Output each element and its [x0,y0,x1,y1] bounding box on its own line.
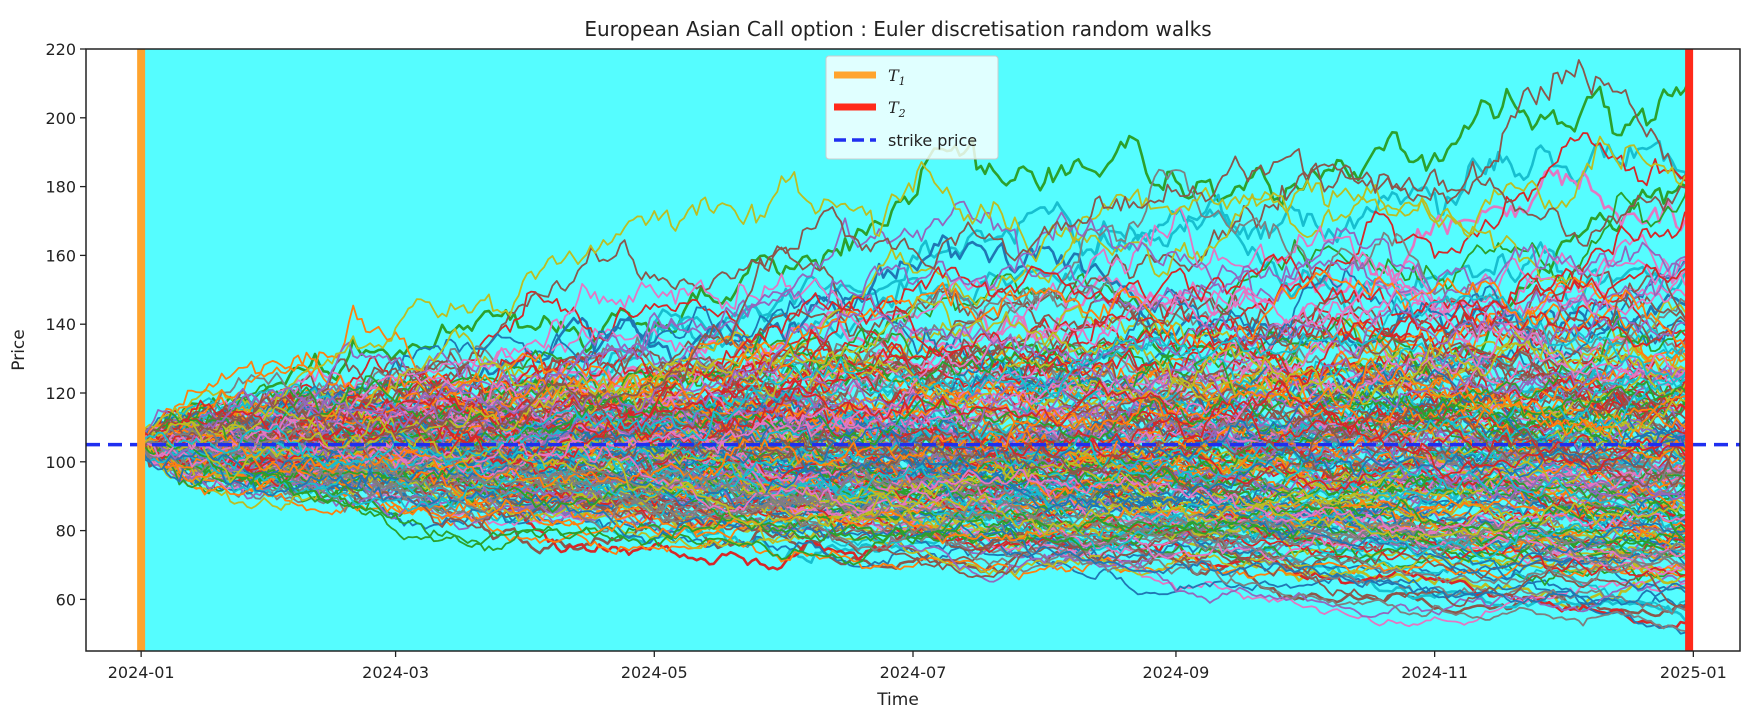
random-walk-path [140,373,1690,512]
random-walk-path [140,393,1690,578]
chart-title: European Asian Call option : Euler discr… [584,17,1211,41]
x-tick-label: 2024-03 [362,663,429,682]
y-axis-label: Price [9,329,29,370]
random-walk-path [140,285,1690,479]
x-tick-label: 2024-09 [1143,663,1210,682]
y-tick-label: 120 [45,384,76,403]
random-walk-path [140,316,1690,463]
random-walk-path [140,423,1690,537]
random-walk-path [140,400,1690,472]
random-walk-path [140,253,1690,480]
random-walk-path [140,435,1690,609]
random-walk-path [140,439,1690,571]
random-walk-path [140,357,1690,488]
random-walk-path [141,437,1690,581]
x-tick-label: 2024-11 [1401,663,1468,682]
y-tick-label: 140 [45,315,76,334]
random-walk-path [140,442,1690,552]
random-walk-path [140,79,1691,453]
random-walk-path [140,148,1690,447]
legend-label-strike: strike price [888,131,977,150]
random-walk-path [140,411,1690,488]
random-walk-path [140,211,1690,466]
random-walk-path [140,441,1690,560]
random-walk-path [140,379,1690,478]
legend: T1 T2 strike price [825,55,999,160]
random-walk-path [140,356,1690,460]
random-walk-path [140,135,1690,449]
random-walk-path [140,294,1690,460]
y-axis-ticks: 60 80 100 120 140 160 180 200 220 [45,40,86,609]
x-axis-ticks: 2024-01 2024-03 2024-05 2024-07 2024-09 2024-… [108,651,1727,682]
random-walk-path [141,326,1690,460]
random-walk-path [140,431,1690,606]
x-tick-label: 2024-01 [108,663,175,682]
legend-label-t1: T1 [888,66,906,88]
y-tick-label: 80 [56,522,76,541]
random-walk-path [140,426,1690,515]
y-tick-label: 160 [45,246,76,265]
legend-label-t2: T2 [888,98,906,120]
random-walk-path [140,268,1690,464]
random-walk-path [140,396,1690,561]
random-walk-path [140,412,1690,520]
x-tick-label: 2024-07 [880,663,947,682]
y-tick-label: 220 [45,40,76,59]
y-tick-label: 100 [45,453,76,472]
x-tick-label: 2025-01 [1660,663,1727,682]
random-walk-path [140,415,1690,633]
random-walk-path [140,375,1690,452]
legend-box [825,55,999,160]
y-tick-label: 200 [45,109,76,128]
x-axis-label: Time [876,690,919,710]
y-tick-label: 180 [45,178,76,197]
random-walk-path [140,426,1690,585]
random-walk-path [140,430,1690,570]
random-walk-path [140,417,1690,548]
random-walk-paths [139,59,1691,635]
x-tick-label: 2024-05 [621,663,688,682]
y-tick-label: 60 [56,590,76,609]
random-walk-path [140,426,1690,547]
